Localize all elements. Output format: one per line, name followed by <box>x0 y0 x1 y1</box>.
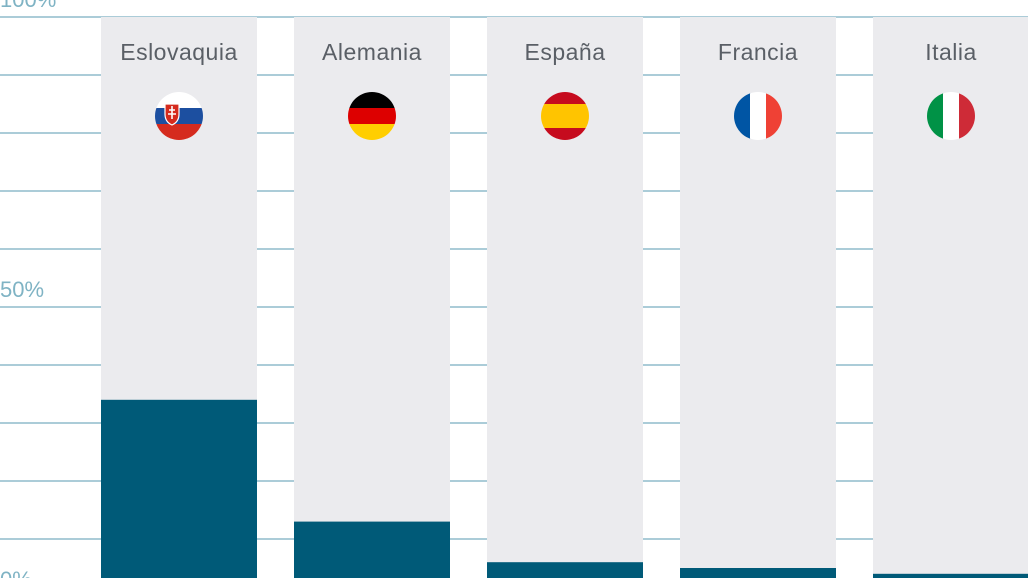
flag-icon <box>927 92 975 140</box>
bar <box>487 562 643 578</box>
y-tick-label: 100% <box>0 0 56 12</box>
bar <box>294 521 450 578</box>
y-tick-label: 50% <box>0 277 44 302</box>
bar <box>873 573 1028 578</box>
flag-icon <box>348 92 396 140</box>
flag-icon <box>734 92 782 140</box>
flag-icon <box>155 92 203 140</box>
category-label: Alemania <box>322 39 422 65</box>
category-label: Eslovaquia <box>120 39 238 65</box>
bar <box>680 568 836 578</box>
y-axis: 0% 50% 100% <box>0 0 56 578</box>
category-label: Italia <box>925 39 977 65</box>
category-label: España <box>524 39 605 65</box>
category-label: Francia <box>718 39 798 65</box>
bar <box>101 399 257 578</box>
columns: Eslovaquia Alemania España Francia Italia <box>101 17 1028 578</box>
y-tick-label: 0% <box>0 567 32 578</box>
